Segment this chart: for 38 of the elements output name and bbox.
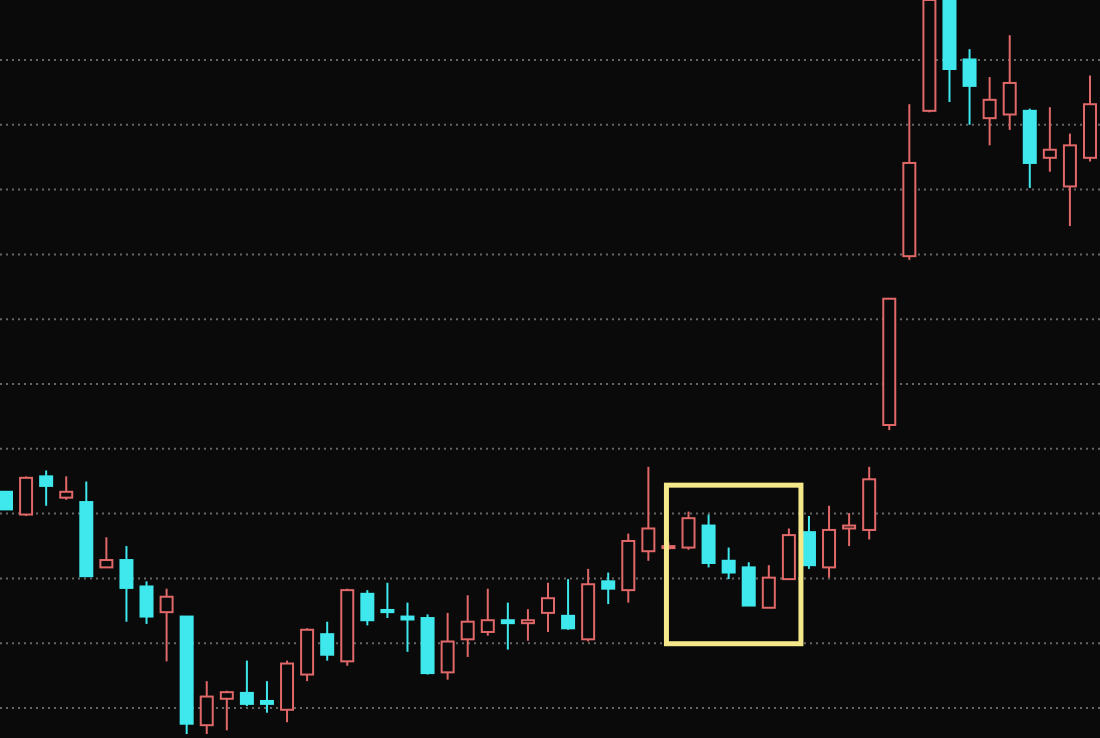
candlestick [741, 561, 756, 607]
candlestick [601, 571, 616, 606]
candlestick [721, 546, 736, 581]
candlestick [59, 475, 74, 501]
candlestick [561, 578, 576, 631]
candlestick [39, 469, 54, 507]
candlestick [19, 475, 34, 517]
candlestick [360, 589, 375, 627]
candlestick [239, 659, 254, 708]
candlestick [962, 48, 977, 126]
candlestick [480, 587, 495, 637]
candlestick [761, 564, 776, 609]
candlestick [520, 608, 535, 642]
candlestick [139, 580, 154, 625]
candlestick [320, 620, 335, 662]
candlestick [822, 504, 837, 579]
candlestick [119, 545, 134, 623]
candlestick [500, 601, 515, 651]
candlestick [219, 689, 234, 732]
candlestick [701, 513, 716, 569]
candlestick [259, 680, 274, 714]
candlestick [681, 510, 696, 551]
candlestick [641, 465, 656, 562]
candlestick [440, 611, 455, 681]
candlestick [982, 76, 997, 147]
candlestick [460, 594, 475, 658]
candlestick [1062, 132, 1077, 228]
candlestick [541, 581, 555, 633]
candlestick [159, 587, 174, 663]
candlestick [801, 515, 816, 570]
candlestick [1042, 106, 1057, 173]
candlestick [199, 680, 214, 735]
candlestick [300, 627, 315, 683]
candlestick [781, 527, 796, 581]
candlestick [1002, 34, 1017, 131]
candlestick [280, 659, 295, 724]
candlestick [99, 536, 114, 569]
candlestick [380, 581, 395, 620]
